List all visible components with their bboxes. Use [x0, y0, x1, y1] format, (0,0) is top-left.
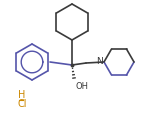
- Text: OH: OH: [75, 82, 88, 91]
- Text: N: N: [96, 57, 103, 66]
- Text: H: H: [18, 90, 26, 100]
- Text: Cl: Cl: [17, 99, 27, 109]
